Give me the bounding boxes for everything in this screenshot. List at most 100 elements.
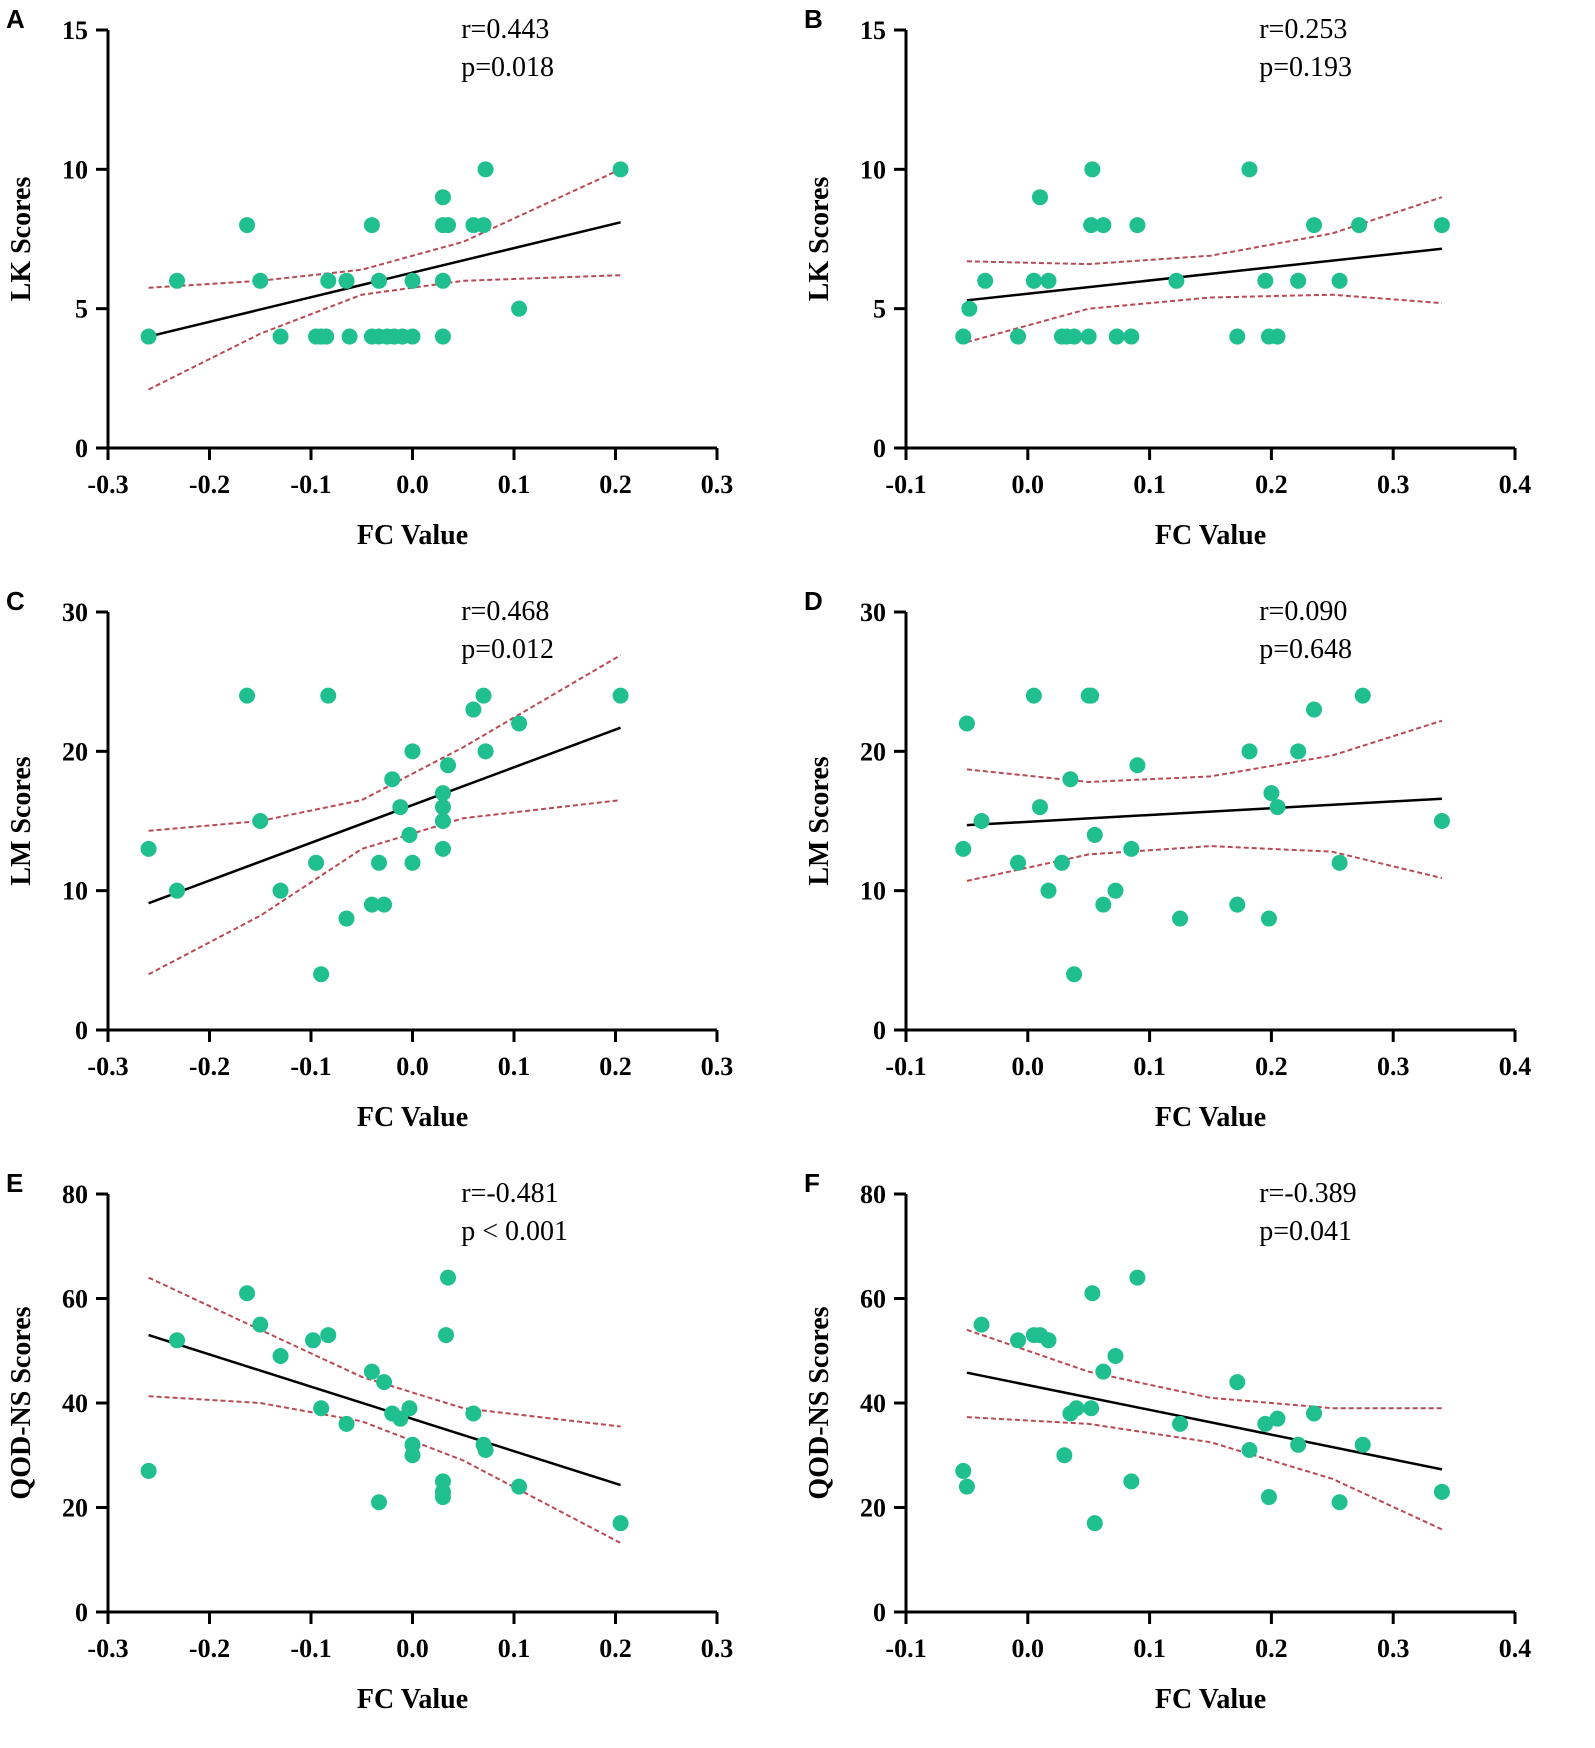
- ci-lower-line: [966, 1416, 1443, 1531]
- panel-letter: E: [6, 1168, 24, 1198]
- ci-lower-line: [148, 799, 621, 976]
- data-point: [1095, 1363, 1112, 1380]
- x-axis-title: FC Value: [1155, 520, 1266, 551]
- data-point: [338, 1415, 355, 1432]
- data-point: [1010, 328, 1027, 345]
- y-tick-label: 0: [75, 1016, 88, 1045]
- data-point: [1241, 743, 1258, 760]
- data-point: [434, 799, 451, 816]
- x-tick-label: -0.1: [290, 470, 331, 499]
- panel-letter: D: [804, 586, 823, 616]
- data-point: [1229, 896, 1246, 913]
- x-tick-label: 0.0: [396, 470, 429, 499]
- data-point: [313, 1400, 330, 1417]
- scatter-plot: -0.1 0.0 0.1 0.2 0.3 0.4 0 5 10 15 FC Value LK Scor…: [804, 14, 1531, 551]
- data-point: [612, 161, 629, 178]
- data-point: [1108, 328, 1125, 345]
- x-tick-label: -0.2: [189, 470, 230, 499]
- data-point: [437, 1327, 454, 1344]
- x-axis-title: FC Value: [357, 520, 468, 551]
- correlation-p: p=0.041: [1259, 1216, 1352, 1247]
- x-tick-label: 0.0: [1012, 1634, 1045, 1663]
- scatter-plot: -0.1 0.0 0.1 0.2 0.3 0.4 0 20 40 60 80 FC Value QOD-…: [804, 1178, 1532, 1715]
- data-point: [1123, 840, 1140, 857]
- data-point: [1290, 272, 1307, 289]
- chart-panel: -0.3 -0.2 -0.1 0.0 0.1 0.2 0.3 0 10 20 30 FC Value L…: [0, 582, 797, 1164]
- y-tick-label: 30: [860, 598, 886, 627]
- data-point: [341, 328, 358, 345]
- ci-upper-line: [148, 654, 622, 832]
- data-point: [1123, 1473, 1140, 1490]
- data-point: [511, 300, 528, 317]
- x-tick-label: 0.0: [1012, 470, 1045, 499]
- data-point: [1066, 966, 1083, 983]
- y-tick-label: 10: [62, 155, 88, 184]
- data-point: [1257, 1415, 1274, 1432]
- x-tick-label: -0.1: [290, 1634, 331, 1663]
- regression-line: [966, 1371, 1443, 1471]
- x-tick-label: 0.3: [1377, 1052, 1410, 1081]
- data-point: [440, 217, 457, 234]
- data-point: [404, 328, 421, 345]
- data-point: [1068, 1400, 1085, 1417]
- data-point: [272, 1347, 289, 1364]
- data-point: [477, 743, 494, 760]
- data-point: [1040, 882, 1057, 899]
- data-point: [977, 272, 994, 289]
- scatter-plot: -0.3 -0.2 -0.1 0.0 0.1 0.2 0.3 0 10 20 30 FC Value L…: [6, 596, 733, 1133]
- x-tick-label: 0.2: [599, 1052, 632, 1081]
- correlation-r: r=-0.389: [1259, 1178, 1356, 1209]
- data-point: [1306, 1405, 1323, 1422]
- data-point: [140, 840, 157, 857]
- ci-lower-line: [966, 845, 1443, 882]
- data-point: [1290, 743, 1307, 760]
- data-point: [1129, 757, 1146, 774]
- panel-letter: B: [804, 4, 823, 34]
- correlation-r: r=0.443: [461, 14, 549, 45]
- y-tick-label: 10: [860, 155, 886, 184]
- data-point: [371, 272, 388, 289]
- data-point: [1257, 272, 1274, 289]
- data-point: [1095, 217, 1112, 234]
- chart-panel: -0.1 0.0 0.1 0.2 0.3 0.4 0 10 20 30 FC Value LM Sco…: [798, 582, 1595, 1164]
- x-tick-label: 0.2: [599, 1634, 632, 1663]
- data-point: [1433, 1483, 1450, 1500]
- x-tick-label: 0.2: [1255, 1634, 1288, 1663]
- y-tick-label: 5: [873, 295, 886, 324]
- y-tick-label: 10: [62, 877, 88, 906]
- data-point: [392, 799, 409, 816]
- correlation-r: r=-0.481: [461, 1178, 558, 1209]
- data-point: [239, 217, 256, 234]
- data-point: [1129, 217, 1146, 234]
- data-point: [612, 1515, 629, 1532]
- x-tick-label: 0.4: [1499, 1634, 1532, 1663]
- data-point: [320, 687, 337, 704]
- data-point: [1025, 687, 1042, 704]
- ci-upper-line: [148, 1276, 621, 1428]
- data-point: [384, 771, 401, 788]
- correlation-p: p < 0.001: [461, 1216, 568, 1247]
- x-tick-label: -0.1: [885, 1634, 926, 1663]
- data-point: [1053, 854, 1070, 871]
- data-point: [1263, 785, 1280, 802]
- data-point: [434, 1489, 451, 1506]
- y-tick-label: 15: [860, 16, 886, 45]
- data-point: [1025, 272, 1042, 289]
- data-point: [1172, 1415, 1189, 1432]
- data-point: [1062, 771, 1079, 788]
- ci-upper-line: [148, 168, 622, 289]
- y-tick-label: 60: [62, 1285, 88, 1314]
- y-tick-label: 40: [62, 1389, 88, 1418]
- chart-panel: -0.1 0.0 0.1 0.2 0.3 0.4 0 20 40 60 80 FC Value QOD-…: [798, 1164, 1595, 1746]
- data-point: [465, 1405, 482, 1422]
- data-point: [465, 701, 482, 718]
- x-tick-label: 0.4: [1499, 1052, 1532, 1081]
- x-tick-label: 0.1: [498, 470, 531, 499]
- data-point: [955, 328, 972, 345]
- data-point: [434, 840, 451, 857]
- y-tick-label: 20: [62, 737, 88, 766]
- regression-line: [966, 797, 1442, 827]
- regression-line: [966, 247, 1443, 302]
- data-point: [440, 1269, 457, 1286]
- data-point: [320, 272, 337, 289]
